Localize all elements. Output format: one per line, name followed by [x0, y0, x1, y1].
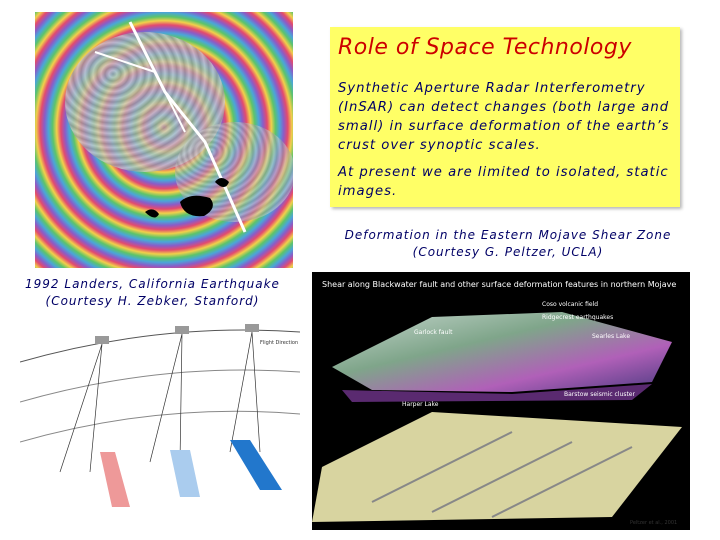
caption: 1992 Landers, California Earthquake (Cou… [10, 276, 295, 310]
fault-line [94, 51, 186, 133]
text-box: Role of Space Technology Synthetic Apert… [330, 27, 680, 207]
orbit [20, 410, 300, 443]
map-plane [312, 412, 682, 522]
diagram-label: Flight Direction [260, 340, 298, 346]
terrain-side [342, 384, 652, 402]
slide-title: Role of Space Technology [338, 35, 632, 60]
orbit [20, 329, 300, 363]
swath [170, 450, 200, 497]
caption-line: (Courtesy G. Peltzer, UCLA) [412, 245, 604, 259]
text-line: images. [338, 184, 398, 199]
text-line: At present we are limited to isolated, s… [338, 165, 669, 180]
insar-diagram: Flight Direction [20, 324, 300, 507]
beam [59, 331, 261, 473]
mojave-image: Shear along Blackwater fault and other s… [312, 272, 690, 530]
paragraph: Synthetic Aperture Radar Interferometry … [338, 79, 670, 155]
satellite [245, 324, 259, 332]
text-line: crust over synoptic scales. [338, 138, 541, 153]
interferogram-image [35, 12, 293, 268]
image-heading: Shear along Blackwater fault and other s… [322, 280, 676, 289]
satellite [175, 326, 189, 334]
swath [100, 452, 130, 507]
swath [230, 440, 282, 490]
fault-line [128, 21, 247, 233]
caption-line: Deformation in the Eastern Mojave Shear … [344, 228, 672, 242]
image-label: Peltzer et al., 2001 [630, 520, 677, 526]
satellite [95, 336, 109, 344]
image-label: Ridgecrest earthquakes [542, 314, 613, 321]
map-feature [371, 431, 633, 518]
text-line: (InSAR) can detect changes (both large a… [338, 100, 670, 115]
paragraph: At present we are limited to isolated, s… [338, 163, 669, 201]
text-line: small) in surface deformation of the ear… [338, 119, 670, 134]
image-label: Garlock fault [414, 329, 453, 336]
gray-area [65, 32, 225, 172]
caption-line: 1992 Landers, California Earthquake [25, 277, 280, 291]
terrain [332, 312, 672, 392]
image-label: Searles Lake [592, 333, 630, 340]
caption-line: (Courtesy H. Zebker, Stanford) [45, 294, 260, 308]
orbit [20, 369, 300, 403]
image-label: Harper Lake [402, 401, 439, 408]
caption: Deformation in the Eastern Mojave Shear … [318, 227, 698, 261]
text-line: Synthetic Aperture Radar Interferometry [338, 81, 646, 96]
decorrelation [145, 178, 229, 218]
image-label: Coso volcanic field [542, 301, 598, 308]
image-label: Barstow seismic cluster [564, 391, 635, 398]
